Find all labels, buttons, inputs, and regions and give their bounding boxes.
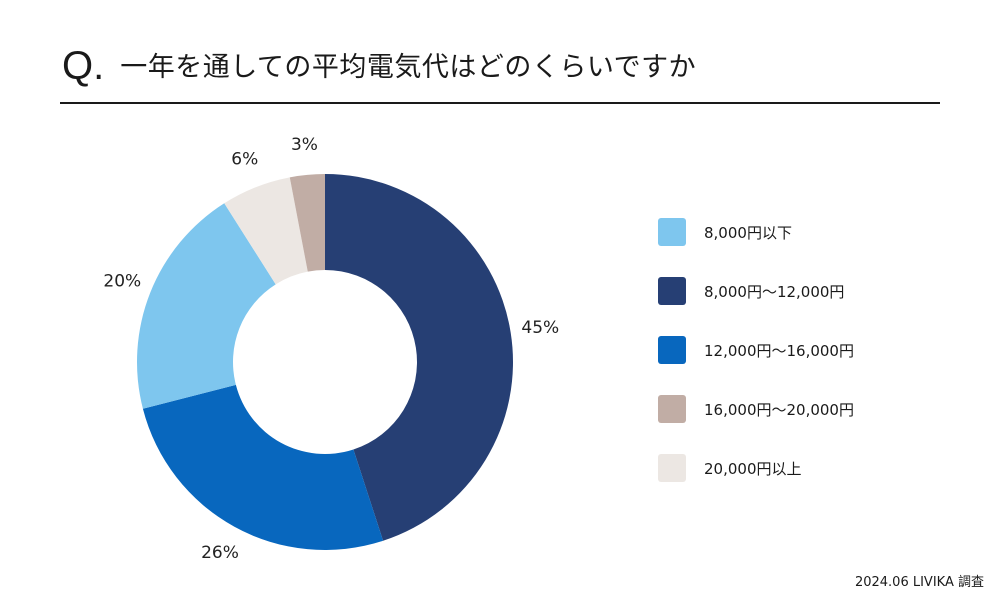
survey-source-note: 2024.06 LIVIKA 調査 <box>854 575 984 590</box>
slice-percent-label: 26% <box>201 543 239 563</box>
donut-labels: 45% 26% 20% 6% 3% <box>103 135 559 563</box>
legend-label: 8,000円以下 <box>704 223 792 242</box>
legend-swatch <box>658 395 686 423</box>
legend-item-16000-20000: 16,000円〜20,000円 <box>658 393 958 425</box>
donut-slice <box>142 384 384 550</box>
title-divider <box>60 102 940 104</box>
donut-slices <box>137 174 513 550</box>
donut-slice <box>289 174 325 272</box>
legend-label: 8,000円〜12,000円 <box>704 282 845 301</box>
slice-percent-label: 20% <box>103 272 141 292</box>
chart-legend: 8,000円以下 8,000円〜12,000円 12,000円〜16,000円 … <box>658 216 958 511</box>
legend-label: 16,000円〜20,000円 <box>704 400 854 419</box>
question-mark-label: Q. <box>62 44 105 88</box>
legend-item-under-8000: 8,000円以下 <box>658 216 958 248</box>
legend-label: 12,000円〜16,000円 <box>704 341 854 360</box>
legend-label: 20,000円以上 <box>704 459 802 478</box>
legend-swatch <box>658 218 686 246</box>
legend-item-8000-12000: 8,000円〜12,000円 <box>658 275 958 307</box>
legend-swatch <box>658 277 686 305</box>
page-title: Q. 一年を通しての平均電気代はどのくらいですか <box>62 38 696 88</box>
donut-slice <box>325 174 513 541</box>
slice-percent-label: 3% <box>291 135 318 155</box>
legend-swatch <box>658 336 686 364</box>
slice-percent-label: 6% <box>231 149 258 169</box>
question-text: 一年を通しての平均電気代はどのくらいですか <box>120 52 697 83</box>
legend-item-12000-16000: 12,000円〜16,000円 <box>658 334 958 366</box>
donut-slice <box>137 203 276 409</box>
slice-percent-label: 45% <box>521 318 559 338</box>
legend-swatch <box>658 454 686 482</box>
legend-item-over-20000: 20,000円以上 <box>658 452 958 484</box>
donut-slice <box>224 177 308 285</box>
